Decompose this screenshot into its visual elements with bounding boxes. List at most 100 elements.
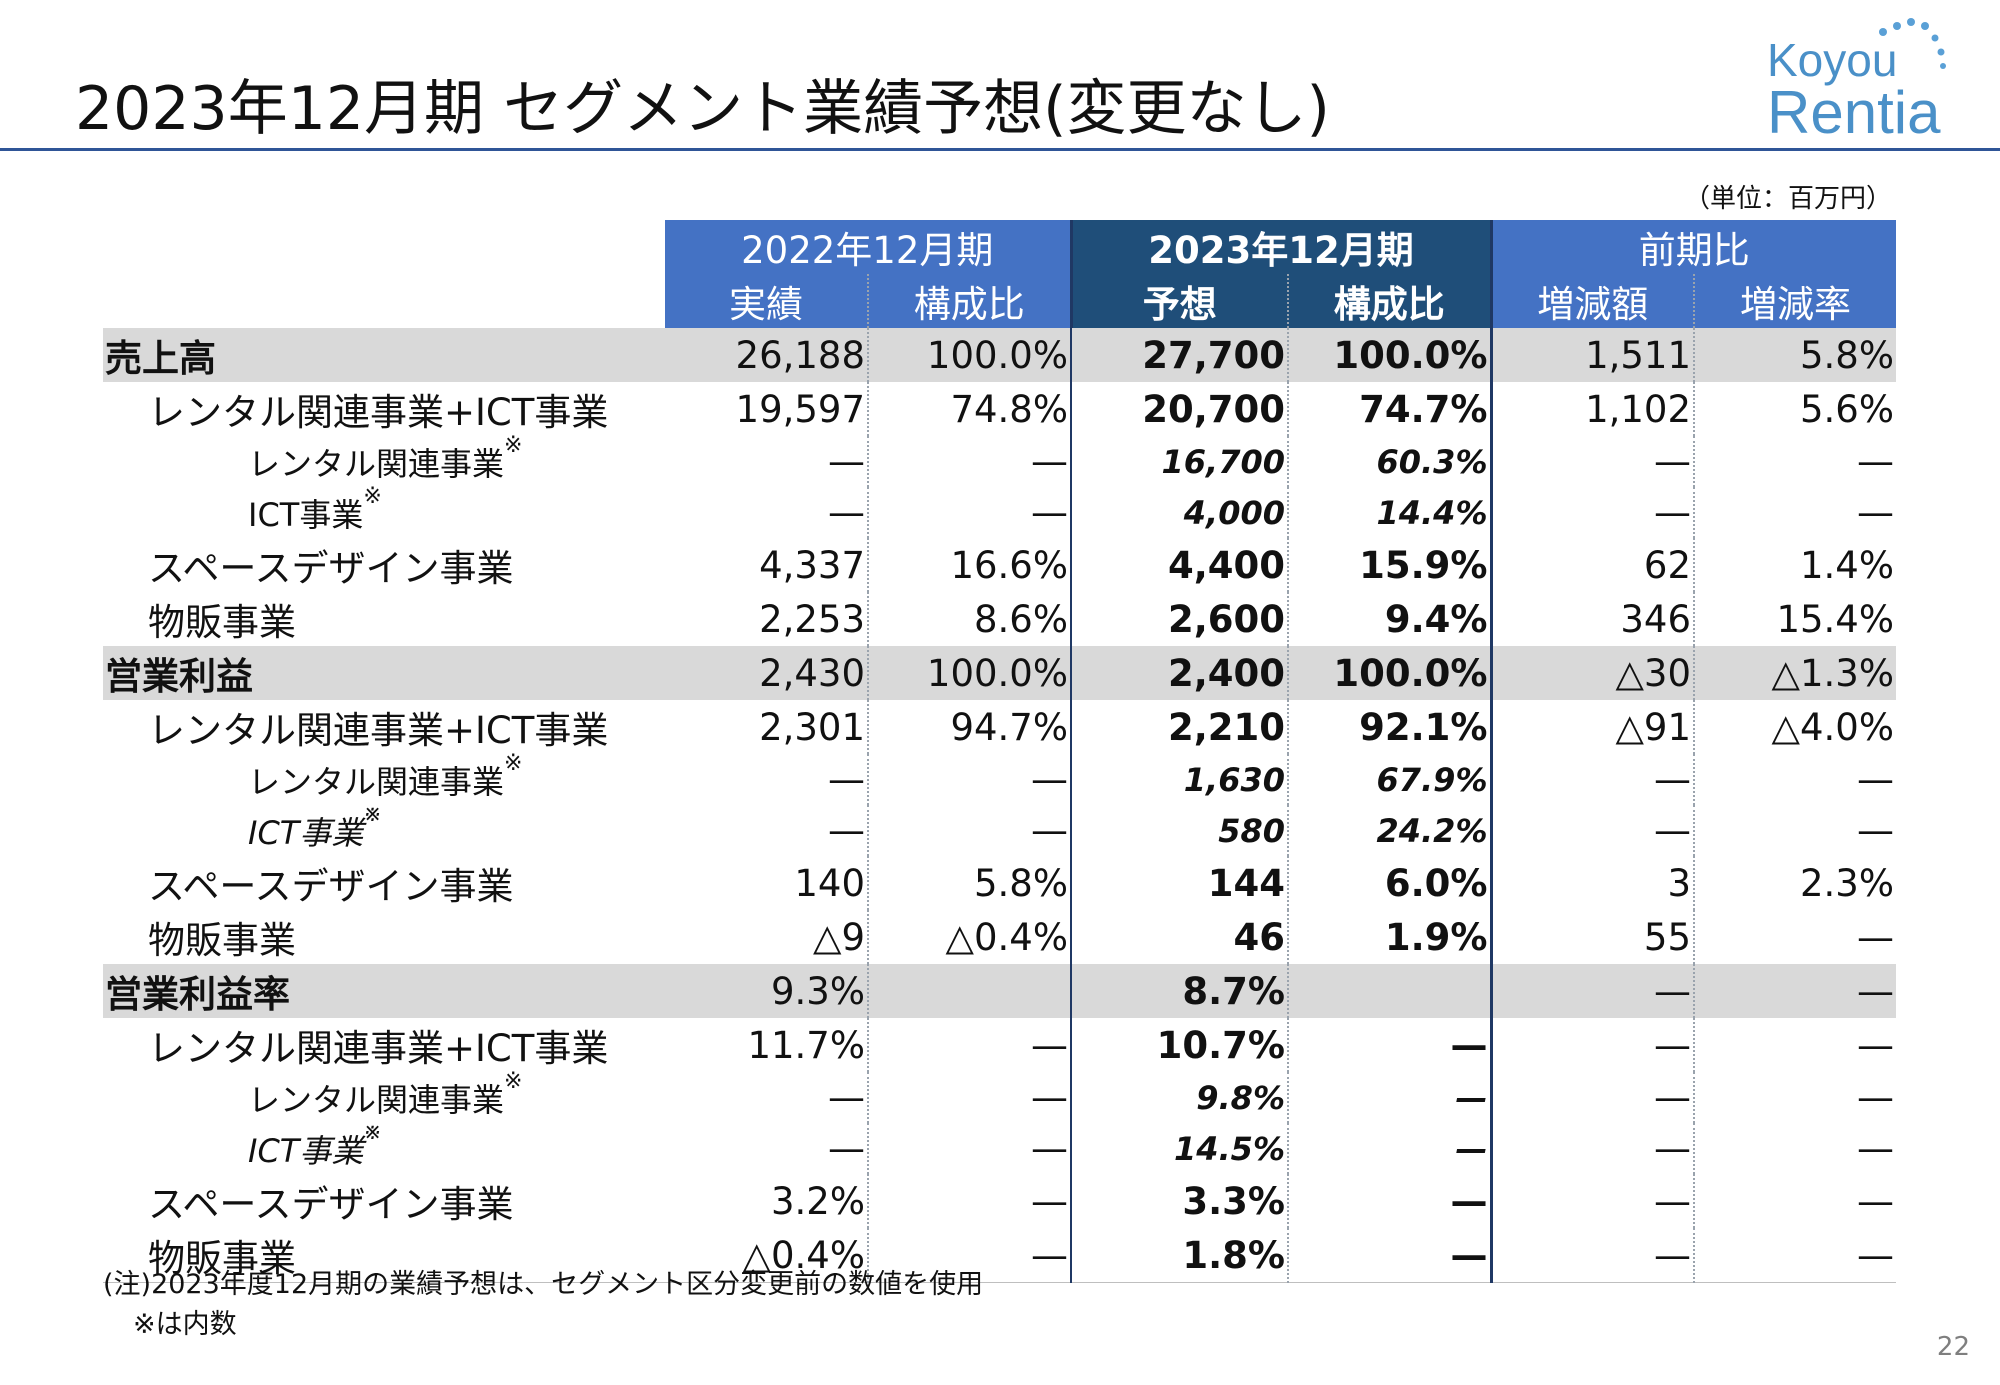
table-row: ICT事業※ — —580 24.2% — —	[103, 801, 1896, 856]
cell-actual-2022: 11.7%	[665, 1018, 869, 1072]
cell-ratio-2022: △0.4%	[868, 910, 1072, 964]
cell-change-amount: —	[1491, 1174, 1695, 1228]
header-blank	[103, 274, 665, 328]
cell-ratio-2022: —	[868, 1072, 1072, 1123]
table-row: 物販事業 2,253 8.6% 2,600 9.4% 346 15.4%	[103, 592, 1896, 646]
cell-ratio-2023: 100.0%	[1288, 328, 1493, 382]
inclusive-mark: ※	[363, 801, 382, 827]
table-row: 物販事業 △9 △0.4% 46 1.9% 55 —	[103, 910, 1896, 964]
cell-forecast-2023: 4,400	[1071, 538, 1289, 592]
cell-ratio-2022: —	[868, 487, 1072, 538]
table-row: 売上高 26,188 100.0% 27,700 100.0% 1,511 5.8%	[103, 328, 1896, 382]
cell-change-amount: △91	[1491, 700, 1695, 754]
table-row: ICT事業※ — —4,000 14.4% — —	[103, 484, 1896, 538]
logo-line2: Rentia	[1767, 79, 1941, 143]
cell-ratio-2022: —	[868, 754, 1072, 805]
cell-ratio-2022: 16.6%	[868, 538, 1072, 592]
cell-actual-2022: 4,337	[665, 538, 869, 592]
subheader-ratio-2023: 構成比	[1288, 274, 1493, 328]
cell-change-amount: —	[1491, 754, 1695, 805]
cell-change-rate: —	[1857, 1023, 1894, 1067]
cell-forecast-2023: 16,700	[1071, 436, 1289, 487]
cell-actual-2022: 9.3%	[665, 964, 869, 1018]
cell-change-rate: △1.3%	[1694, 646, 1896, 700]
cell-forecast-2023: 1,630	[1071, 754, 1289, 805]
table-row: レンタル関連事業+ICT事業 11.7% —10.7% — — —	[103, 1018, 1896, 1072]
inclusive-mark: ※	[504, 1068, 523, 1094]
title-divider	[0, 148, 2000, 151]
cell-forecast-2023: 3.3%	[1071, 1174, 1289, 1228]
row-label: レンタル関連事業※	[248, 750, 523, 801]
cell-actual-2022: △9	[665, 910, 869, 964]
cell-change-rate: —	[1857, 915, 1894, 959]
row-label: レンタル関連事業+ICT事業	[148, 391, 609, 434]
cell-forecast-2023: 9.8%	[1071, 1072, 1289, 1123]
cell-ratio-2023: 100.0%	[1288, 646, 1493, 700]
cell-actual-2022: 2,253	[665, 592, 869, 646]
table-row: レンタル関連事業※ — —16,700 60.3% — —	[103, 432, 1896, 487]
cell-ratio-2022: —	[868, 805, 1072, 856]
table-row: 物販事業 △0.4% —1.8% — — —	[103, 1228, 1896, 1283]
cell-ratio-2023: 92.1%	[1288, 700, 1493, 754]
row-label: 物販事業	[148, 601, 296, 644]
cell-change-amount: —	[1491, 1072, 1695, 1123]
cell-forecast-2023: 2,400	[1071, 646, 1289, 700]
cell-actual-2022: 2,430	[665, 646, 869, 700]
cell-change-rate: 2.3%	[1800, 861, 1894, 905]
cell-ratio-2022: —	[868, 1123, 1072, 1174]
cell-change-rate: —	[1857, 440, 1894, 483]
cell-change-amount: —	[1491, 1123, 1695, 1174]
cell-forecast-2023: 2,210	[1071, 700, 1289, 754]
cell-ratio-2023: 1.9%	[1288, 910, 1493, 964]
koyou-rentia-logo: Koyou Rentia	[1767, 18, 1946, 143]
cell-change-rate: —	[1857, 491, 1894, 534]
cell-actual-2022: 140	[665, 856, 869, 910]
cell-ratio-2022: —	[868, 1174, 1072, 1228]
page-number: 22	[1936, 1332, 1970, 1362]
cell-ratio-2022: —	[868, 1018, 1072, 1072]
row-label: ICT事業※	[248, 801, 382, 852]
footnote: (注)2023年度12月期の業績予想は、セグメント区分変更前の数値を使用 ※は内…	[103, 1265, 983, 1345]
row-label: レンタル関連事業+ICT事業	[148, 1027, 609, 1070]
cell-ratio-2022	[868, 964, 1072, 1018]
cell-ratio-2023: 67.9%	[1288, 754, 1493, 805]
cell-ratio-2022: —	[868, 436, 1072, 487]
cell-change-rate: —	[1857, 1179, 1894, 1223]
cell-forecast-2023: 144	[1071, 856, 1289, 910]
cell-change-amount: —	[1491, 1018, 1695, 1072]
row-label: 営業利益	[103, 646, 665, 700]
table-row: スペースデザイン事業 3.2% —3.3% — — —	[103, 1174, 1896, 1228]
table-row: レンタル関連事業+ICT事業 19,597 74.8% 20,700 74.7% 1,10…	[103, 382, 1896, 436]
cell-actual-2022: —	[665, 436, 869, 487]
subheader-actual: 実績	[665, 274, 869, 328]
cell-ratio-2023: —	[1288, 1123, 1493, 1174]
cell-change-amount: —	[1491, 964, 1695, 1018]
cell-change-amount: —	[1491, 487, 1695, 538]
cell-ratio-2023: 60.3%	[1288, 436, 1493, 487]
cell-ratio-2023: 15.9%	[1288, 538, 1493, 592]
cell-change-amount: △30	[1491, 646, 1695, 700]
footnote-line1: (注)2023年度12月期の業績予想は、セグメント区分変更前の数値を使用	[103, 1269, 984, 1300]
cell-actual-2022: △0.4%	[665, 1228, 869, 1283]
subheader-change-amount: 増減額	[1491, 274, 1695, 328]
cell-change-amount: —	[1491, 1228, 1695, 1283]
cell-ratio-2023: 74.7%	[1288, 382, 1493, 436]
unit-label: （単位：百万円）	[1683, 184, 1892, 214]
cell-change-rate: —	[1857, 809, 1894, 852]
cell-actual-2022: —	[665, 805, 869, 856]
cell-change-amount: 62	[1491, 538, 1695, 592]
cell-change-rate: —	[1694, 1228, 1896, 1283]
cell-forecast-2023: 2,600	[1071, 592, 1289, 646]
table-row: 営業利益 2,430 100.0% 2,400 100.0% △30 △1.3%	[103, 646, 1896, 700]
row-label: レンタル関連事業※	[248, 1068, 523, 1119]
inclusive-mark: ※	[504, 750, 523, 776]
cell-ratio-2022: 94.7%	[868, 700, 1072, 754]
cell-ratio-2023: —	[1288, 1174, 1493, 1228]
cell-change-rate: △4.0%	[1771, 705, 1894, 749]
cell-actual-2022: —	[665, 487, 869, 538]
cell-change-amount: 3	[1491, 856, 1695, 910]
cell-actual-2022: 19,597	[665, 382, 869, 436]
logo-line1: Koyou	[1767, 34, 1897, 86]
header-blank	[103, 220, 665, 274]
row-label: レンタル関連事業※	[248, 432, 523, 483]
